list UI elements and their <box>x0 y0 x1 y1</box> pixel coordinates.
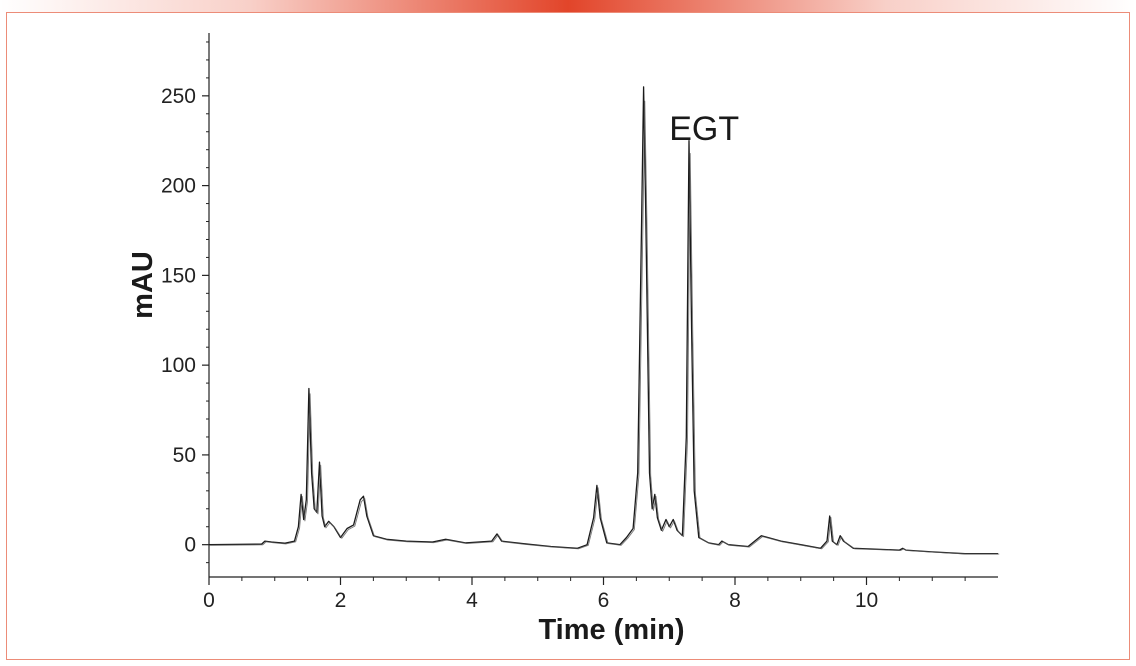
y-axis: 0 50 100 150 200 250 <box>161 33 210 577</box>
peak-annotation: EGT <box>669 110 739 148</box>
x-tick-label: 6 <box>598 589 610 612</box>
series-group <box>208 86 1000 555</box>
figure-frame: 0 50 100 150 200 250 0 2 4 6 8 10 mAU Time (min) E… <box>6 12 1130 660</box>
x-tick-label: 2 <box>335 589 347 612</box>
accent-bar <box>0 0 1136 13</box>
x-tick-label: 8 <box>729 589 741 612</box>
y-tick-label: 150 <box>161 264 196 287</box>
y-tick-label: 100 <box>161 354 196 377</box>
x-tick-label: 4 <box>466 589 478 612</box>
y-tick-label: 0 <box>184 534 196 557</box>
chromatogram-chart: 0 50 100 150 200 250 0 2 4 6 8 10 mAU Time (min) E… <box>127 33 1000 646</box>
x-axis-title: Time (min) <box>538 614 684 646</box>
y-tick-label: 200 <box>161 175 196 198</box>
chromatogram-trace-overlay <box>210 100 1000 555</box>
x-tick-label: 10 <box>855 589 878 612</box>
x-axis: 0 2 4 6 8 10 <box>203 576 998 612</box>
chromatogram-trace <box>208 86 998 555</box>
x-tick-label: 0 <box>203 589 215 612</box>
y-tick-label: 250 <box>161 85 196 108</box>
y-tick-label: 50 <box>173 444 196 467</box>
y-axis-title: mAU <box>127 251 159 319</box>
